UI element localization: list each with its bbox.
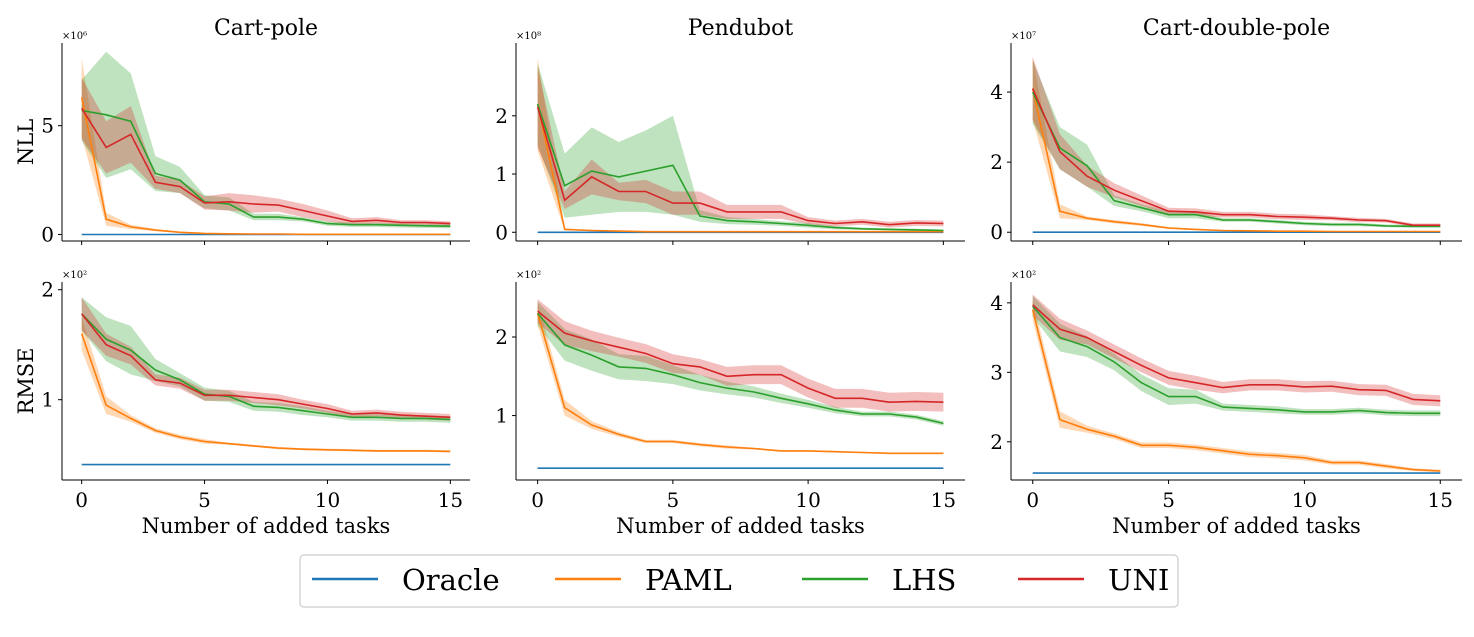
y-tick-label: 2 bbox=[495, 104, 508, 128]
y-tick-label: 2 bbox=[990, 430, 1003, 454]
series-line-uni bbox=[1031, 88, 1441, 226]
series-line-uni bbox=[537, 310, 944, 404]
x-tick-label: 10 bbox=[795, 488, 820, 512]
band-uni bbox=[81, 297, 451, 421]
x-tick-label: 15 bbox=[1428, 488, 1453, 512]
axis-multiplier: ×10⁶ bbox=[62, 31, 87, 42]
series-line-paml bbox=[536, 313, 944, 455]
band-lhs bbox=[1032, 295, 1441, 417]
legend-label-uni: UNI bbox=[1108, 563, 1169, 597]
axis-multiplier: ×10⁸ bbox=[516, 31, 541, 42]
x-tick-label: 5 bbox=[198, 488, 211, 512]
series-line-paml bbox=[1031, 88, 1441, 233]
band-lhs bbox=[81, 297, 451, 423]
x-axis-label: Number of added tasks bbox=[1112, 514, 1361, 538]
x-tick-label: 10 bbox=[1292, 488, 1317, 512]
band-lhs bbox=[1032, 60, 1441, 228]
y-tick-label: 0 bbox=[990, 220, 1003, 244]
y-tick-label: 2 bbox=[495, 325, 508, 349]
series-line-lhs bbox=[1032, 305, 1441, 415]
x-tick-label: 0 bbox=[75, 488, 88, 512]
series-line-lhs bbox=[81, 109, 451, 227]
x-tick-label: 15 bbox=[931, 488, 956, 512]
band-paml bbox=[1032, 57, 1441, 232]
x-tick-label: 0 bbox=[1026, 488, 1039, 512]
series-line-paml bbox=[536, 103, 944, 233]
panel-title: Pendubot bbox=[688, 16, 794, 41]
x-tick-label: 0 bbox=[531, 488, 544, 512]
panel-rmse-2: 0 5 10 15 1 2 ×10² Number of added tasks bbox=[495, 270, 965, 538]
legend-box bbox=[299, 554, 1179, 608]
axis-multiplier: ×10⁷ bbox=[1011, 31, 1036, 42]
axis-multiplier: ×10² bbox=[1011, 270, 1036, 281]
series-line-uni bbox=[1032, 304, 1441, 402]
y-tick-label: 1 bbox=[41, 388, 54, 412]
series-line-lhs bbox=[81, 313, 451, 421]
x-axis-label: Number of added tasks bbox=[142, 514, 391, 538]
band-uni bbox=[81, 77, 451, 226]
series-line-uni bbox=[81, 107, 451, 225]
y-tick-label: 0 bbox=[41, 222, 54, 246]
y-tick-label: 5 bbox=[41, 114, 54, 138]
series-line-lhs bbox=[536, 103, 944, 232]
series-line-uni bbox=[81, 313, 451, 419]
x-axis-label: Number of added tasks bbox=[616, 514, 865, 538]
legend-label-lhs: LHS bbox=[892, 563, 956, 597]
band-uni bbox=[537, 66, 944, 228]
panel-nll-2: 0 1 2 ×10⁸ Pendubot bbox=[495, 16, 965, 245]
legend-label-paml: PAML bbox=[645, 563, 732, 597]
y-axis-label: NLL bbox=[14, 119, 38, 165]
series-line-paml bbox=[80, 333, 451, 453]
panel-title: Cart-pole bbox=[214, 16, 318, 41]
series-line-uni bbox=[536, 106, 944, 226]
x-tick-label: 15 bbox=[438, 488, 463, 512]
y-tick-label: 2 bbox=[990, 150, 1003, 174]
x-tick-label: 5 bbox=[667, 488, 680, 512]
band-uni bbox=[537, 299, 944, 412]
band-lhs bbox=[537, 63, 944, 232]
legend-label-oracle: Oracle bbox=[402, 563, 500, 597]
axis-multiplier: ×10² bbox=[62, 270, 87, 281]
y-tick-label: 4 bbox=[990, 80, 1003, 104]
panel-title: Cart-double-pole bbox=[1143, 16, 1330, 41]
y-axis-label: RMSE bbox=[14, 347, 38, 414]
legend: Oracle PAML LHS UNI bbox=[299, 554, 1179, 608]
band-uni bbox=[1032, 57, 1441, 227]
y-tick-label: 1 bbox=[495, 404, 508, 428]
x-tick-label: 5 bbox=[1162, 488, 1175, 512]
band-lhs bbox=[537, 301, 944, 426]
series-line-lhs bbox=[536, 312, 944, 425]
series-line-paml bbox=[80, 97, 451, 236]
axis-multiplier: ×10² bbox=[516, 270, 541, 281]
y-tick-label: 1 bbox=[495, 162, 508, 186]
panel-nll-1: 0 5 ×10⁶ Cart-pole NLL bbox=[14, 16, 470, 246]
y-tick-label: 0 bbox=[495, 220, 508, 244]
band-lhs bbox=[81, 51, 451, 229]
y-tick-label: 2 bbox=[41, 278, 54, 302]
y-tick-label: 4 bbox=[990, 291, 1003, 315]
series-line-paml bbox=[1031, 309, 1441, 472]
y-tick-label: 3 bbox=[990, 360, 1003, 384]
x-tick-label: 10 bbox=[315, 488, 340, 512]
panel-rmse-3: 0 5 10 15 2 3 4 ×10² Number of added tasks bbox=[990, 270, 1462, 538]
panel-nll-3: 0 2 4 ×10⁷ Cart-double-pole bbox=[990, 16, 1462, 245]
panel-rmse-1: 0 5 10 15 1 2 ×10² RMSE Number of added tasks bbox=[14, 270, 470, 538]
